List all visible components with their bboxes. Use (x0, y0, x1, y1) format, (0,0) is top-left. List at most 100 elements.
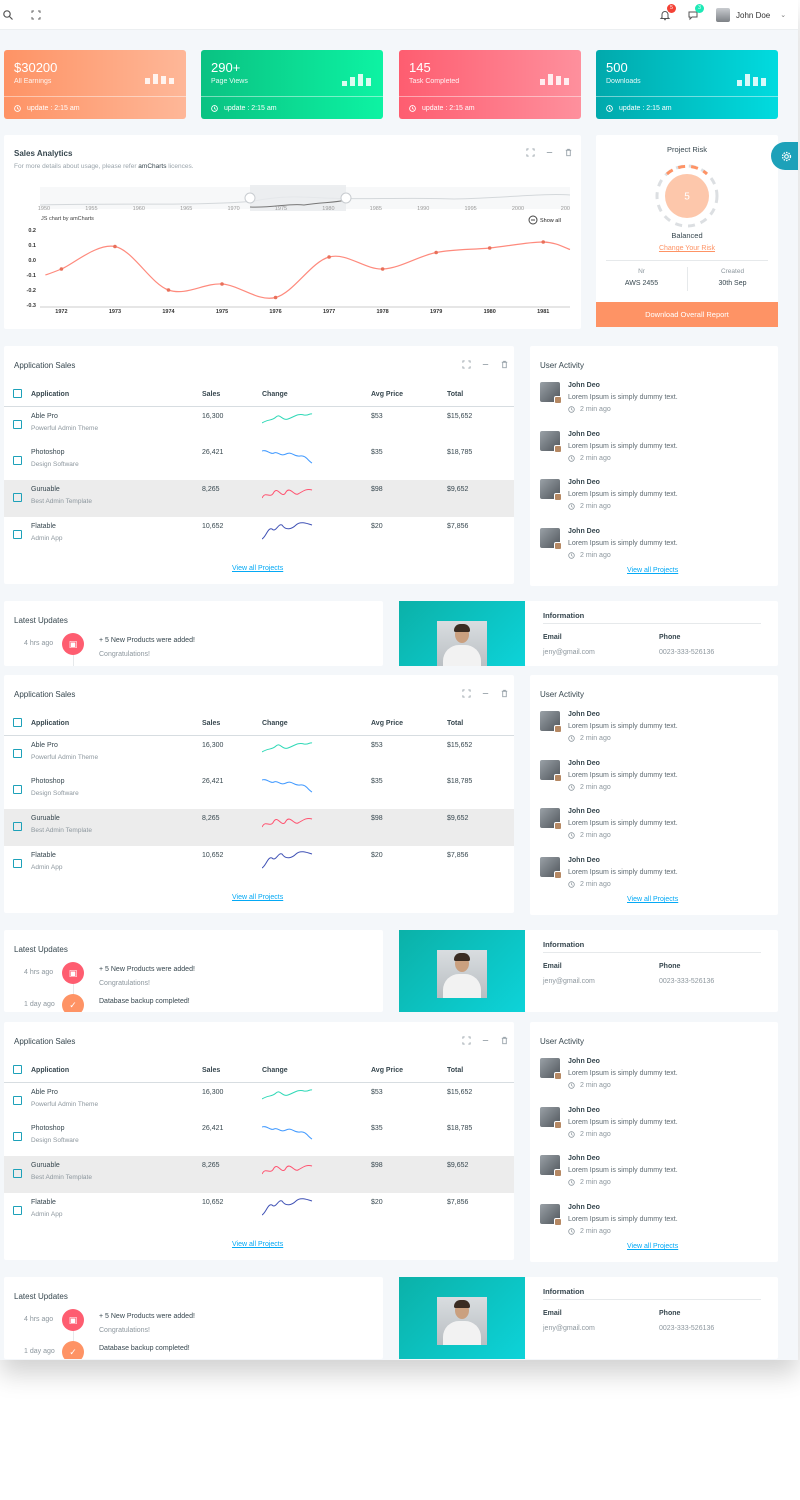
select-all-cell (4, 1060, 31, 1083)
select-all-checkbox[interactable] (13, 718, 22, 728)
data-point (59, 267, 64, 271)
sales-cell: 26,421 (202, 1125, 224, 1132)
table-row[interactable]: Able Pro Powerful Admin Theme 16,300 $53 $15… (4, 406, 514, 443)
x-tick-label: 1979 (430, 309, 442, 315)
expand-icon[interactable] (462, 1036, 471, 1045)
minimize-icon[interactable] (545, 148, 554, 157)
activity-text: Lorem Ipsum is simply dummy text. (568, 491, 678, 498)
clock-icon (568, 832, 575, 839)
application-cell: Flatable Admin App (31, 846, 202, 883)
table-row[interactable]: Guruable Best Admin Template 8,265 $98 $9,65… (4, 1156, 514, 1193)
view-all-projects-link[interactable]: View all Projects (627, 896, 679, 903)
created-value: 30th Sep (718, 280, 747, 287)
row-checkbox[interactable] (13, 785, 22, 794)
phone-value: 0023-333-526136 (659, 978, 715, 985)
briefcase-icon: ▣ (62, 962, 84, 984)
table-row[interactable]: Flatable Admin App 10,652 $20 $7,856 (4, 846, 514, 883)
card-title: Application Sales (14, 361, 76, 370)
sparkline (261, 522, 313, 540)
application-cell: Guruable Best Admin Template (31, 480, 202, 517)
table-row[interactable]: Flatable Admin App 10,652 $20 $7,856 (4, 517, 514, 554)
activity-text: Lorem Ipsum is simply dummy text. (568, 771, 678, 779)
messages-button[interactable]: 3 (687, 4, 704, 21)
sales-cell: 16,300 (202, 412, 224, 420)
table-row[interactable]: Photoshop Design Software 26,421 $35 $18,785 (4, 772, 514, 809)
table-row[interactable]: Photoshop Design Software 26,421 $35 $18,785 (4, 1119, 514, 1156)
table-row[interactable]: Able Pro Powerful Admin Theme 16,300 $53 $15… (4, 735, 514, 772)
sparkline (261, 489, 313, 499)
trash-icon[interactable] (500, 689, 509, 698)
row-checkbox[interactable] (13, 859, 22, 868)
card-subtitle: For more details about usage, please ref… (14, 163, 194, 170)
table-row[interactable]: Able Pro Powerful Admin Theme 16,300 $53 $15… (4, 1082, 514, 1119)
expand-icon[interactable] (526, 148, 535, 157)
application-subtitle: Admin App (31, 1211, 63, 1218)
select-all-checkbox[interactable] (13, 389, 22, 399)
user-menu[interactable]: John Doe ⌄ (716, 7, 786, 23)
table-row[interactable]: Guruable Best Admin Template 8,265 $98 $9,65… (4, 480, 514, 517)
view-all-projects-link[interactable]: View all Projects (232, 565, 284, 572)
activity-time-text: 2 min ago (580, 1179, 611, 1186)
row-checkbox-cell (4, 480, 31, 517)
trash-icon[interactable] (564, 148, 573, 157)
row-checkbox[interactable] (13, 1132, 22, 1141)
chart-credit: JS chart by amCharts (41, 216, 94, 222)
expand-icon[interactable] (462, 689, 471, 698)
clock-icon (211, 104, 218, 112)
activity-item: John Deo Lorem Ipsum is simply dummy text… (540, 1106, 770, 1151)
chart-scrollbar-grip[interactable] (244, 192, 256, 204)
total-cell: $18,785 (447, 778, 473, 785)
row-checkbox[interactable] (13, 1095, 22, 1105)
search-icon[interactable] (2, 9, 14, 21)
view-all-projects-link[interactable]: View all Projects (232, 1241, 284, 1248)
application-sales-table: Application Sales Change Avg Price Total Able… (4, 384, 514, 554)
update-time: 4 hrs ago (24, 640, 54, 647)
data-point (220, 282, 224, 286)
avg-price-cell: $35 (371, 449, 383, 456)
chart-scrollbar-grip[interactable] (340, 192, 352, 204)
row-checkbox[interactable] (13, 748, 22, 758)
table-row[interactable]: Guruable Best Admin Template 8,265 $98 $9,65… (4, 809, 514, 846)
select-all-checkbox[interactable] (13, 1065, 22, 1075)
settings-toggle[interactable] (771, 142, 798, 170)
row-checkbox[interactable] (13, 530, 22, 539)
row-checkbox[interactable] (13, 1169, 22, 1178)
stat-footer: update : 2:15 am (4, 96, 186, 119)
download-report-button[interactable]: Download Overall Report (596, 302, 778, 327)
x-tick-label: 1975 (216, 309, 228, 315)
row-checkbox[interactable] (13, 456, 22, 465)
view-all-projects-link[interactable]: View all Projects (627, 567, 679, 574)
notification-bell[interactable]: 5 (659, 4, 676, 21)
table-row[interactable]: Flatable Admin App 10,652 $20 $7,856 (4, 1193, 514, 1230)
expand-icon[interactable] (462, 360, 471, 369)
application-cell: Guruable Best Admin Template (31, 1156, 202, 1193)
minimize-icon[interactable] (481, 689, 490, 698)
row-checkbox[interactable] (13, 419, 22, 429)
clock-icon (14, 104, 21, 112)
stat-update: update : 2:15 am (422, 104, 475, 112)
data-point (487, 246, 492, 250)
clock-icon (568, 735, 575, 742)
amcharts-link[interactable]: amCharts (138, 163, 167, 170)
avg-price-cell: $53 (371, 741, 383, 749)
minimize-icon[interactable] (481, 1036, 490, 1045)
show-all-button[interactable]: Show all (540, 218, 561, 224)
trash-icon[interactable] (500, 360, 509, 369)
x-tick-label: 1978 (377, 309, 389, 315)
trash-icon[interactable] (500, 1036, 509, 1045)
minimize-icon[interactable] (481, 360, 490, 369)
activity-text: Lorem Ipsum is simply dummy text. (568, 394, 678, 401)
view-all-projects-link[interactable]: View all Projects (627, 1243, 679, 1250)
scroll-tick-label: 1990 (417, 206, 429, 212)
view-all-projects-link[interactable]: View all Projects (232, 894, 284, 901)
column-header: Application (31, 384, 202, 407)
row-checkbox[interactable] (13, 493, 22, 502)
row-checkbox[interactable] (13, 822, 22, 831)
change-risk-link[interactable]: Change Your Risk (658, 245, 716, 252)
fullscreen-icon[interactable] (30, 9, 42, 21)
table-row[interactable]: Photoshop Design Software 26,421 $35 $18,785 (4, 443, 514, 480)
row-checkbox[interactable] (13, 1206, 22, 1215)
zoom-out-icon (528, 215, 538, 225)
info-title: Information (543, 611, 585, 620)
application-subtitle: Design Software (31, 790, 79, 797)
